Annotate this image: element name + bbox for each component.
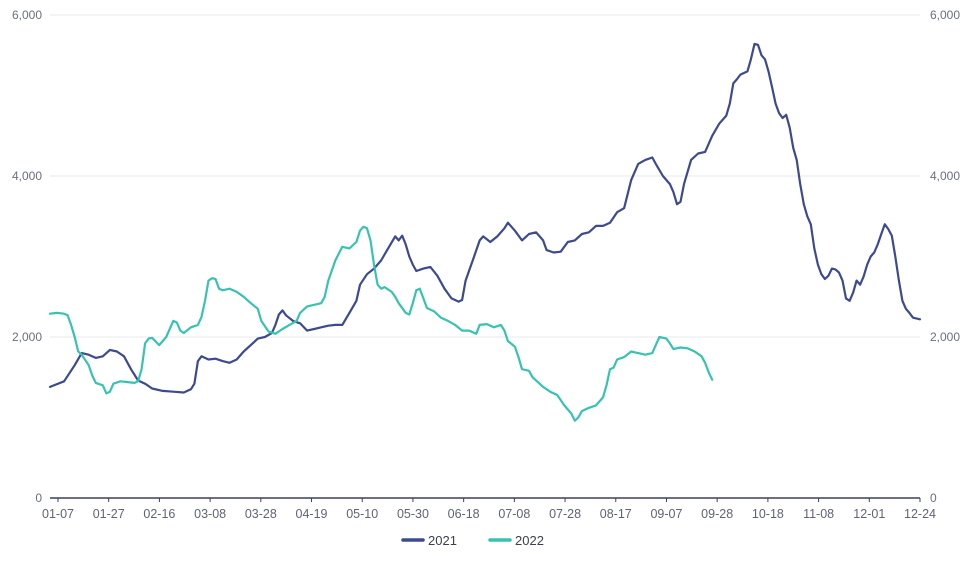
x-tick-label: 03-08 <box>194 507 226 521</box>
y-tick-label-right: 6,000 <box>930 8 960 22</box>
x-tick-label: 08-17 <box>600 507 632 521</box>
x-tick-label: 06-18 <box>448 507 480 521</box>
x-tick-label: 10-18 <box>752 507 784 521</box>
x-tick-label: 07-08 <box>498 507 530 521</box>
x-tick-label: 07-28 <box>549 507 581 521</box>
x-tick-label: 02-16 <box>143 507 175 521</box>
axes: 0 0 2,000 2,000 4,000 4,000 6,000 6,000 01-07 01-… <box>12 8 960 521</box>
x-tick-label: 04-19 <box>296 507 328 521</box>
x-tick-label: 05-30 <box>397 507 429 521</box>
x-tick-label: 12-24 <box>904 507 936 521</box>
y-tick-label-right: 2,000 <box>930 330 960 344</box>
grid-lines <box>50 14 920 338</box>
y-tick-label-left: 4,000 <box>12 169 42 183</box>
x-tick-label: 09-07 <box>650 507 682 521</box>
x-tick-label: 05-10 <box>346 507 378 521</box>
x-tick-label: 01-07 <box>42 507 74 521</box>
legend-label: 2022 <box>515 533 544 548</box>
x-tick-label: 01-27 <box>93 507 125 521</box>
legend-item-2022[interactable]: 2022 <box>488 533 544 548</box>
y-tick-label-right: 4,000 <box>930 169 960 183</box>
series-lines <box>48 42 922 422</box>
legend-label: 2021 <box>428 533 457 548</box>
legend[interactable]: 2021 2022 <box>401 533 544 548</box>
y-tick-label-left: 0 <box>35 491 42 505</box>
x-tick-label: 11-08 <box>803 507 834 521</box>
x-tick-label: 03-28 <box>245 507 277 521</box>
x-tick-label: 12-01 <box>853 507 885 521</box>
y-tick-label-left: 6,000 <box>12 8 42 22</box>
y-tick-label-right: 0 <box>930 491 937 505</box>
x-tick-label: 09-28 <box>701 507 733 521</box>
series-line-2022 <box>48 225 714 422</box>
legend-item-2021[interactable]: 2021 <box>401 533 457 548</box>
y-tick-label-left: 2,000 <box>12 330 42 344</box>
series-line-2021 <box>48 42 922 394</box>
